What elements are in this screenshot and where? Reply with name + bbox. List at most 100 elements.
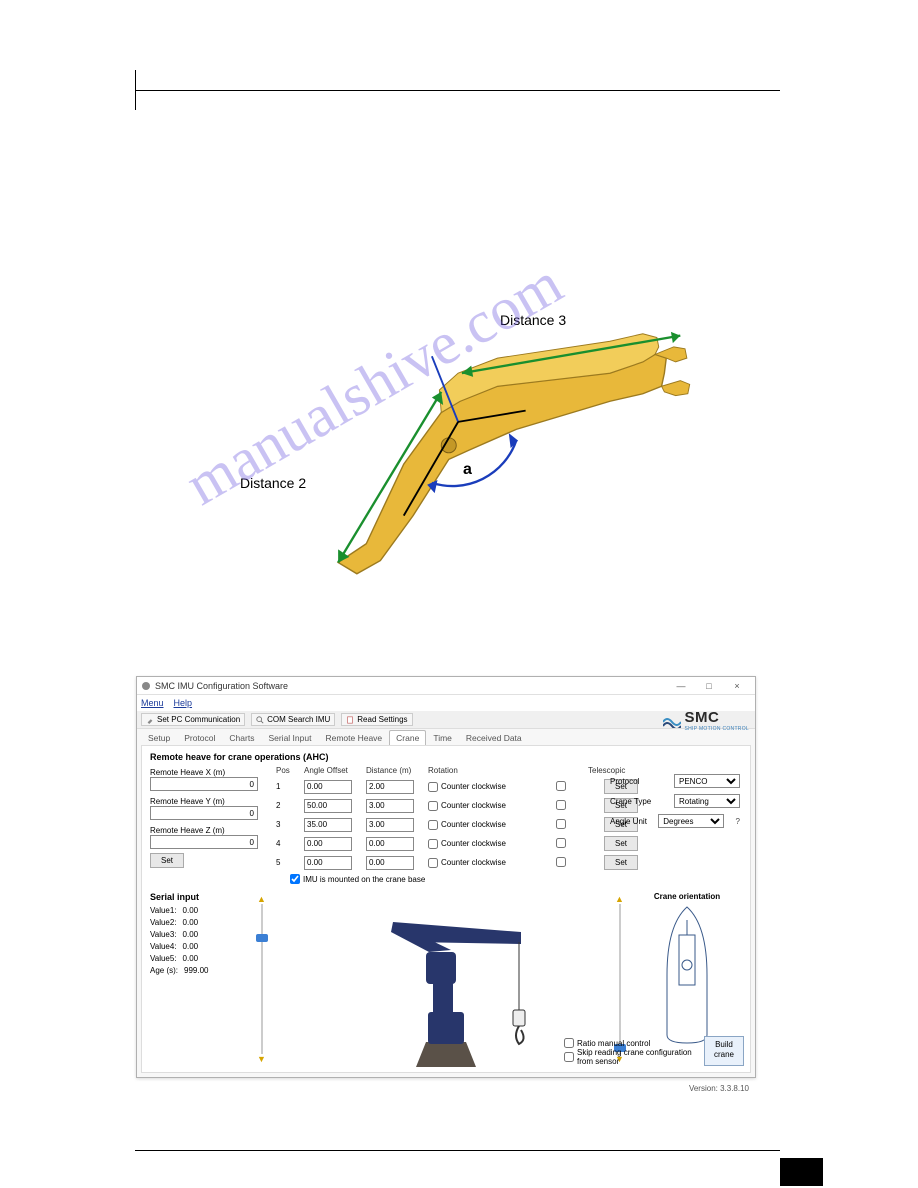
row-4-angle-input[interactable] <box>304 856 352 870</box>
tab-crane[interactable]: Crane <box>389 730 426 745</box>
row-2-angle-input[interactable] <box>304 818 352 832</box>
window-title: SMC IMU Configuration Software <box>155 681 667 691</box>
row-3-ccw-checkbox[interactable] <box>428 839 438 849</box>
minimize-button[interactable]: — <box>667 678 695 694</box>
slider-up-icon: ▲ <box>257 894 267 904</box>
menu-help[interactable]: Help <box>174 698 193 708</box>
hdr-angle: Angle Offset <box>304 766 358 775</box>
slider-down-icon: ▼ <box>257 1054 267 1064</box>
row-2-ccw-checkbox[interactable] <box>428 820 438 830</box>
crane-type-select[interactable]: Rotating <box>674 794 740 808</box>
row-0-tel <box>556 781 596 793</box>
skip-reading-checkbox[interactable] <box>564 1052 574 1062</box>
row-4-dist-input[interactable] <box>366 856 414 870</box>
row-0-dist-input[interactable] <box>366 780 414 794</box>
row-2-dist-input[interactable] <box>366 818 414 832</box>
com-search-label: COM Search IMU <box>267 715 330 724</box>
row-3-pos: 4 <box>276 839 296 848</box>
set-pc-communication-button[interactable]: Set PC Communication <box>141 713 245 726</box>
row-1-tel-checkbox[interactable] <box>556 800 566 810</box>
build-crane-label: Build crane <box>705 1040 743 1059</box>
section-title: Remote heave for crane operations (AHC) <box>150 752 742 762</box>
tabbar: SetupProtocolChartsSerial InputRemote He… <box>137 729 755 745</box>
com-search-imu-button[interactable]: COM Search IMU <box>251 713 335 726</box>
tab-charts[interactable]: Charts <box>222 730 261 745</box>
read-settings-label: Read Settings <box>357 715 407 724</box>
page-rule-top <box>135 90 780 91</box>
row-3-set-button[interactable]: Set <box>604 836 638 851</box>
protocol-select[interactable]: PENCO <box>674 774 740 788</box>
row-4-tel <box>556 857 596 869</box>
remote-heave-z-input[interactable] <box>150 835 258 849</box>
row-0-angle-input[interactable] <box>304 780 352 794</box>
row-1-dist-input[interactable] <box>366 799 414 813</box>
row-2-tel-checkbox[interactable] <box>556 819 566 829</box>
serial-input-title: Serial input <box>150 892 250 902</box>
tab-protocol[interactable]: Protocol <box>177 730 222 745</box>
ratio-manual-label: Ratio manual control <box>577 1039 650 1048</box>
remote-heave-y-input[interactable] <box>150 806 258 820</box>
row-3-angle-input[interactable] <box>304 837 352 851</box>
row-4-pos: 5 <box>276 858 296 867</box>
tab-time[interactable]: Time <box>426 730 459 745</box>
row-3-tel-checkbox[interactable] <box>556 838 566 848</box>
imu-mounted-chk-input[interactable] <box>290 874 300 884</box>
close-button[interactable]: × <box>723 678 751 694</box>
page-rule-bottom <box>135 1150 780 1151</box>
row-1-rot: Counter clockwise <box>428 801 548 811</box>
slider-1[interactable]: ▲ ▼ <box>250 892 274 1082</box>
row-0-ccw-checkbox[interactable] <box>428 782 438 792</box>
remote-heave-set-button[interactable]: Set <box>150 853 184 868</box>
remote-heave-y-label: Remote Heave Y (m) <box>150 797 268 806</box>
maximize-button[interactable]: □ <box>695 678 723 694</box>
serial-value-0: Value1:0.00 <box>150 906 250 915</box>
hdr-pos: Pos <box>276 766 296 775</box>
imu-mounted-label: IMU is mounted on the crane base <box>303 875 425 884</box>
serial-input-column: Serial input Value1:0.00Value2:0.00Value… <box>150 892 250 1082</box>
row-4-tel-checkbox[interactable] <box>556 857 566 867</box>
serial-value-5: Age (s):999.00 <box>150 966 250 975</box>
menu-menu[interactable]: Menu <box>141 698 164 708</box>
row-2-pos: 3 <box>276 820 296 829</box>
build-crane-button[interactable]: Build crane <box>704 1036 744 1066</box>
skip-reading-label: Skip reading crane configuration from se… <box>577 1048 694 1066</box>
serial-value-4: Value5:0.00 <box>150 954 250 963</box>
angle-unit-label: Angle Unit <box>610 817 647 826</box>
row-0-dist <box>366 780 420 794</box>
titlebar[interactable]: SMC IMU Configuration Software — □ × <box>137 677 755 695</box>
row-3-setbtn: Set <box>604 836 644 851</box>
tab-setup[interactable]: Setup <box>141 730 177 745</box>
help-icon[interactable]: ? <box>736 817 740 826</box>
serial-value-2: Value3:0.00 <box>150 930 250 939</box>
row-1-ccw-checkbox[interactable] <box>428 801 438 811</box>
row-4-set-button[interactable]: Set <box>604 855 638 870</box>
row-4-dist <box>366 856 420 870</box>
angle-unit-select[interactable]: Degrees <box>658 814 724 828</box>
row-0-tel-checkbox[interactable] <box>556 781 566 791</box>
boom-grid: Pos Angle Offset Distance (m) Rotation T… <box>276 766 644 870</box>
document-icon <box>346 716 354 724</box>
imu-mounted-checkbox[interactable]: IMU is mounted on the crane base <box>290 874 742 884</box>
app-window: SMC IMU Configuration Software — □ × Men… <box>136 676 756 1078</box>
row-2-angle <box>304 818 358 832</box>
ratio-manual-checkbox[interactable] <box>564 1038 574 1048</box>
read-settings-button[interactable]: Read Settings <box>341 713 412 726</box>
row-0-angle <box>304 780 358 794</box>
row-3-rot: Counter clockwise <box>428 839 548 849</box>
tab-serial-input[interactable]: Serial Input <box>261 730 318 745</box>
row-4-ccw-checkbox[interactable] <box>428 858 438 868</box>
remote-heave-x-input[interactable] <box>150 777 258 791</box>
row-4-rot: Counter clockwise <box>428 858 548 868</box>
slider-1-thumb[interactable] <box>256 934 268 942</box>
row-1-angle-input[interactable] <box>304 799 352 813</box>
toolbar: Set PC Communication COM Search IMU Read… <box>137 711 755 729</box>
tab-received-data[interactable]: Received Data <box>459 730 529 745</box>
tab-remote-heave[interactable]: Remote Heave <box>318 730 389 745</box>
row-3-dist-input[interactable] <box>366 837 414 851</box>
menubar: Menu Help <box>137 695 755 711</box>
distance-3-label: Distance 3 <box>500 312 566 328</box>
page-number-badge <box>780 1158 823 1186</box>
set-pc-label: Set PC Communication <box>157 715 240 724</box>
row-1-pos: 2 <box>276 801 296 810</box>
version-label: Version: 3.3.8.10 <box>689 1084 749 1093</box>
